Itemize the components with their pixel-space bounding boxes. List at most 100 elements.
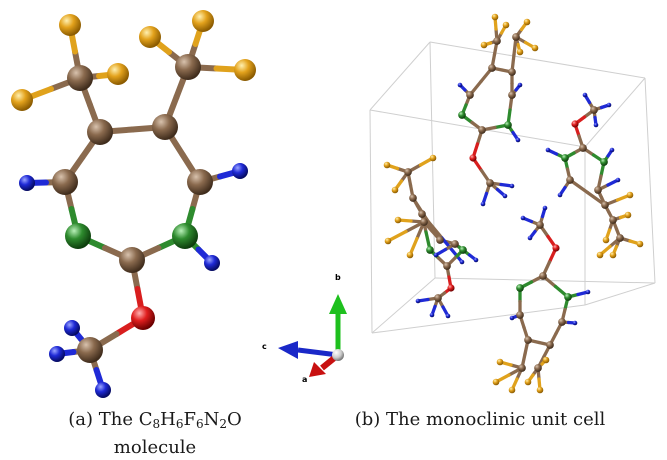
cell-edge — [434, 277, 656, 284]
carbon-atom — [404, 168, 412, 176]
carbon-atom — [418, 210, 426, 218]
fluorine-atom — [107, 63, 129, 85]
carbon-atom — [488, 64, 496, 72]
cell-edge — [369, 109, 373, 334]
carbon-atom — [539, 272, 547, 280]
carbon-atom — [508, 68, 516, 76]
fluorine-atom — [59, 14, 81, 36]
caption-a-prefix: The — [98, 409, 133, 430]
carbon-atom — [478, 126, 486, 134]
hydrogen-atom — [473, 257, 479, 263]
carbon-atom — [534, 364, 542, 372]
hydrogen-atom — [520, 215, 526, 221]
molecule-atoms — [11, 10, 256, 398]
hydrogen-atom — [49, 346, 65, 362]
nitrogen-atom — [516, 284, 524, 292]
carbon-atom — [566, 176, 574, 184]
hydrogen-atom — [527, 235, 533, 241]
hydrogen-atom — [509, 315, 515, 321]
oxygen-atom — [571, 120, 579, 128]
nitrogen-atom — [561, 154, 569, 162]
hydrogen-atom — [429, 312, 435, 318]
fluorine-atom — [626, 191, 634, 199]
fluorine-atom — [609, 251, 617, 259]
hydrogen-atom — [545, 147, 551, 153]
unit-cell-atoms — [383, 13, 644, 394]
carbon-atom — [558, 318, 566, 326]
oxygen-atom — [131, 306, 155, 330]
caption-b-tag: (b) — [354, 409, 381, 430]
c-axis-arrowhead — [278, 341, 298, 359]
carbon-atom — [616, 234, 624, 242]
hydrogen-atom — [457, 82, 463, 88]
molecule-panel — [11, 10, 256, 398]
cell-edge — [369, 41, 431, 111]
fluorine-atom — [531, 44, 539, 52]
fluorine-atom — [508, 386, 516, 394]
caption-b-text: The monoclinic unit cell — [386, 409, 606, 430]
c-axis-arrow — [297, 347, 339, 358]
nitrogen-atom — [426, 246, 434, 254]
carbon-atom — [67, 65, 93, 91]
fluorine-atom — [383, 161, 391, 169]
cell-edge — [644, 77, 656, 284]
bond — [440, 236, 464, 264]
caption-b: (b) The monoclinic unit cell — [300, 408, 660, 432]
molecule-bonds — [19, 18, 248, 393]
oxygen-atom — [469, 154, 477, 162]
hydrogen-atom — [502, 193, 508, 199]
b-axis-arrowhead — [329, 294, 347, 314]
fluorine-atom — [492, 378, 500, 386]
carbon-atom — [119, 247, 145, 273]
a-axis-label: a — [302, 375, 307, 384]
hydrogen-atom — [593, 122, 599, 128]
hydrogen-atom — [517, 82, 523, 88]
fluorine-atom — [542, 356, 550, 364]
carbon-atom — [508, 91, 516, 99]
fluorine-atom — [480, 41, 488, 49]
hydrogen-atom — [19, 175, 35, 191]
carbon-atom — [87, 119, 113, 145]
carbon-atom — [420, 218, 428, 226]
nitrogen-atom — [504, 121, 512, 129]
carbon-atom — [590, 106, 598, 114]
carbon-atom — [609, 216, 617, 224]
molecule-formula: C8H6F6N2O — [138, 409, 242, 431]
caption-a-line2: molecule — [113, 437, 197, 458]
caption-a-tag: (a) — [68, 409, 93, 430]
bond — [420, 212, 444, 240]
fluorine-atom — [524, 378, 532, 386]
fluorine-atom — [234, 59, 256, 81]
fluorine-atom — [394, 216, 402, 224]
fluorine-atom — [596, 251, 604, 259]
hydrogen-atom — [615, 177, 621, 183]
carbon-atom — [175, 54, 201, 80]
carbon-atom — [516, 311, 524, 319]
nitrogen-atom — [459, 246, 467, 254]
caption-a: (a) The C8H6F6N2O molecule — [0, 408, 310, 460]
carbon-atom — [493, 37, 501, 45]
fluorine-atom — [192, 10, 214, 32]
fluorine-atom — [516, 48, 524, 56]
hydrogen-atom — [64, 320, 80, 336]
carbon-atom — [436, 236, 444, 244]
carbon-atom — [518, 364, 526, 372]
carbon-atom — [536, 221, 544, 229]
fluorine-atom — [602, 236, 610, 244]
fluorine-atom — [406, 251, 414, 259]
cell-edge — [584, 77, 646, 148]
fluorine-atom — [523, 18, 531, 26]
carbon-atom — [187, 169, 213, 195]
carbon-atom — [546, 341, 554, 349]
hydrogen-atom — [515, 137, 521, 143]
hydrogen-atom — [582, 92, 588, 98]
carbon-atom — [601, 201, 609, 209]
hydrogen-atom — [609, 147, 615, 153]
bond — [386, 229, 408, 243]
hydrogen-atom — [480, 201, 486, 207]
cell-edge — [584, 282, 656, 306]
nitrogen-atom — [564, 293, 572, 301]
carbon-atom — [579, 144, 587, 152]
carbon-atom — [434, 294, 442, 302]
b-axis-label: b — [335, 273, 341, 282]
